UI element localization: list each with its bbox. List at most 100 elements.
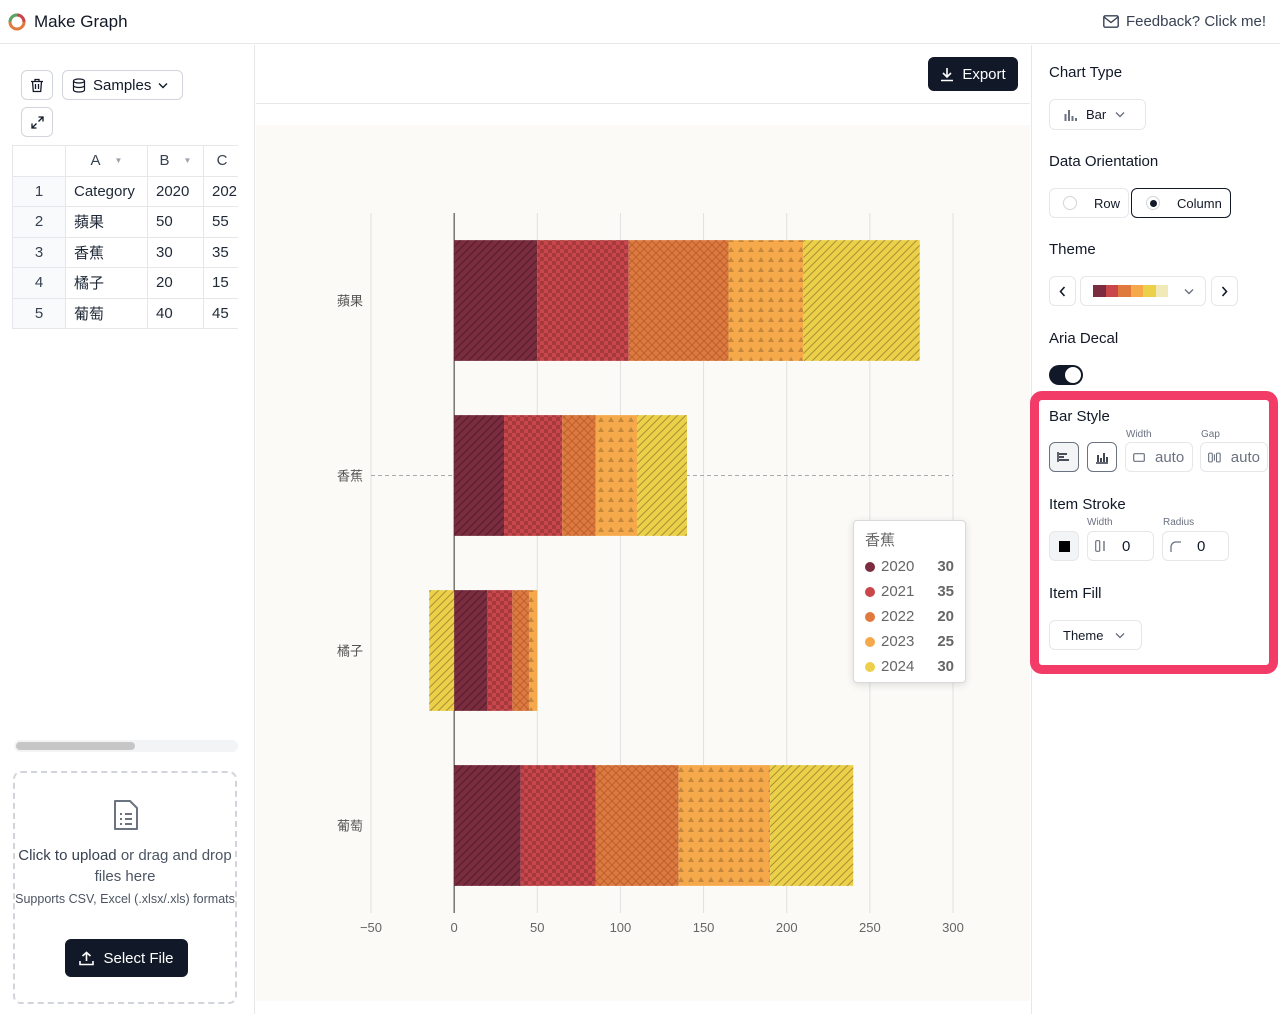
chevron-down-icon (1184, 288, 1194, 294)
radio-column[interactable] (1146, 196, 1160, 210)
tooltip-row: 2020 30 (865, 554, 954, 579)
grid-cell[interactable]: 30 (147, 236, 204, 268)
orientation-column-option[interactable]: Column (1131, 188, 1231, 218)
chevron-left-icon (1059, 285, 1066, 297)
bar-width-input[interactable]: auto (1125, 442, 1193, 472)
table-row: 2 蘋果 50 55 (12, 206, 238, 238)
orientation-label: Data Orientation (1049, 153, 1159, 170)
corner-radius-icon (1170, 540, 1181, 552)
grid-cell[interactable]: 15 (203, 267, 238, 299)
chart-type-select[interactable]: Bar (1049, 99, 1146, 130)
grid-scrollbar[interactable] (14, 740, 238, 752)
theme-prev-button[interactable] (1049, 276, 1076, 306)
chevron-down-icon (158, 82, 168, 88)
x-tick-label: 150 (693, 920, 715, 935)
samples-label: Samples (93, 76, 152, 94)
grid-cell[interactable]: 45 (203, 297, 238, 329)
gap-label: Gap (1201, 429, 1220, 440)
aria-decal-toggle[interactable] (1049, 365, 1083, 385)
caret-down-icon[interactable]: ▼ (114, 156, 123, 166)
column-header-b[interactable]: B ▼ (147, 145, 204, 177)
radio-row[interactable] (1063, 196, 1077, 210)
samples-dropdown[interactable]: Samples (62, 70, 183, 100)
theme-label: Theme (1049, 241, 1096, 258)
theme-select[interactable] (1080, 276, 1206, 306)
tooltip-series-value: 35 (937, 583, 954, 600)
column-header-a[interactable]: A ▼ (65, 145, 148, 177)
grid-cell[interactable]: 2020 (147, 175, 204, 207)
trash-icon (31, 78, 43, 92)
feedback-link[interactable]: Feedback? Click me! (1103, 13, 1266, 30)
theme-swatch (1093, 285, 1106, 297)
theme-swatches (1093, 285, 1168, 297)
grid-cell[interactable]: 20 (147, 267, 204, 299)
row-number[interactable]: 1 (12, 175, 66, 207)
tooltip-series-value: 20 (937, 608, 954, 625)
bar-style-highlight (1030, 391, 1278, 674)
theme-swatch (1143, 285, 1156, 297)
grid-cell[interactable]: 葡萄 (65, 297, 148, 329)
bar-segment (595, 415, 638, 536)
grid-cell[interactable]: 2021 (203, 175, 238, 207)
delete-button[interactable] (21, 70, 53, 100)
stroke-width-input[interactable]: 0 (1087, 531, 1154, 561)
upload-rest-text: or drag and drop files here (94, 847, 232, 885)
bar-segment (637, 415, 687, 536)
upload-click-text: Click to upload (18, 847, 117, 864)
row-number[interactable]: 2 (12, 206, 66, 238)
scrollbar-thumb[interactable] (16, 742, 135, 750)
grid-cell[interactable]: 40 (147, 297, 204, 329)
horizontal-bar-button[interactable] (1049, 442, 1079, 472)
theme-next-button[interactable] (1211, 276, 1238, 306)
vertical-bar-button[interactable] (1087, 442, 1117, 472)
series-dot (865, 661, 875, 672)
bar-segment (504, 415, 563, 536)
row-number[interactable]: 3 (12, 236, 66, 268)
x-tick-label: 250 (859, 920, 881, 935)
select-file-button[interactable]: Select File (65, 939, 188, 977)
grid-cell[interactable]: 蘋果 (65, 206, 148, 238)
grid-corner (12, 145, 66, 177)
export-button[interactable]: Export (928, 57, 1018, 91)
bar-width-value: auto (1155, 448, 1185, 466)
radius-input[interactable]: 0 (1162, 531, 1229, 561)
tooltip-series-value: 30 (937, 658, 954, 675)
item-fill-select[interactable]: Theme (1049, 620, 1142, 650)
stroke-width-icon (1095, 540, 1105, 552)
grid-cell[interactable]: 香蕉 (65, 236, 148, 268)
radius-value: 0 (1197, 537, 1206, 555)
theme-swatch (1155, 285, 1168, 297)
caret-down-icon[interactable]: ▼ (183, 156, 192, 166)
table-row: 1 Category 2020 2021 (12, 175, 238, 207)
row-number[interactable]: 4 (12, 267, 66, 299)
tooltip-row: 2024 30 (865, 654, 954, 679)
tooltip-series-name: 2021 (881, 583, 915, 600)
theme-swatch (1130, 285, 1143, 297)
stroke-color-button[interactable] (1049, 531, 1079, 561)
chart-type-label: Chart Type (1049, 64, 1123, 81)
row-number[interactable]: 5 (12, 297, 66, 329)
y-category-label: 蘋果 (337, 295, 363, 310)
grid-cell[interactable]: 35 (203, 236, 238, 268)
tooltip-title: 香蕉 (865, 532, 896, 549)
chevron-down-icon (1115, 112, 1125, 118)
upload-formats: Supports CSV, Excel (.xlsx/.xls) formats (15, 892, 235, 906)
grid-cell[interactable]: 橘子 (65, 267, 148, 299)
brand[interactable]: Make Graph (8, 12, 128, 32)
upload-dropzone[interactable]: Click to upload or drag and drop files h… (13, 771, 237, 1004)
bar-chart-icon (1064, 110, 1077, 121)
bar-segment (454, 415, 505, 536)
bar-style-label: Bar Style (1049, 408, 1110, 425)
bar-gap-input[interactable]: auto (1200, 442, 1268, 472)
item-fill-value: Theme (1063, 627, 1104, 643)
x-tick-label: 200 (776, 920, 798, 935)
column-header-c[interactable]: C▼ (203, 145, 238, 177)
grid-cell[interactable]: 55 (203, 206, 238, 238)
orientation-row-option[interactable]: Row (1049, 188, 1129, 218)
grid-cell[interactable]: Category (65, 175, 148, 207)
width-label: Width (1126, 429, 1152, 440)
mail-icon (1103, 15, 1119, 28)
grid-cell[interactable]: 50 (147, 206, 204, 238)
expand-button[interactable] (21, 107, 53, 137)
